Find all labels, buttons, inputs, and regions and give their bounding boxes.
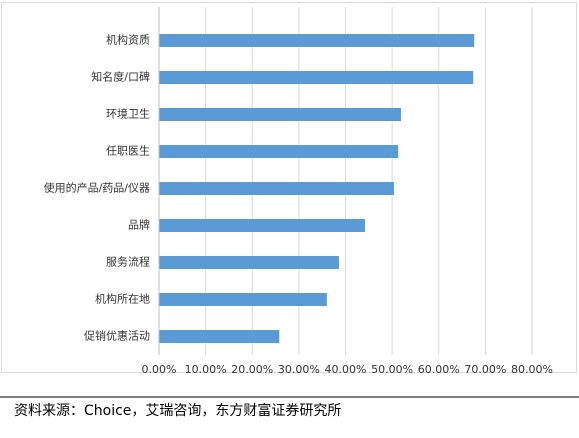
y-tick-label: 机构资质 bbox=[106, 33, 150, 47]
bar bbox=[159, 256, 339, 269]
y-tick-label: 任职医生 bbox=[106, 144, 150, 158]
bar bbox=[159, 330, 280, 343]
y-tick-label: 服务流程 bbox=[106, 255, 150, 269]
bar bbox=[159, 219, 366, 232]
x-tick-label: 40.00% bbox=[325, 363, 367, 376]
source-note: 资料来源：Choice，艾瑞咨询，东方财富证券研究所 bbox=[14, 402, 341, 419]
y-tick-label: 促销优惠活动 bbox=[84, 329, 150, 343]
bar bbox=[159, 145, 399, 158]
y-tick-label: 机构所在地 bbox=[95, 292, 150, 306]
y-tick-label: 环境卫生 bbox=[106, 107, 150, 121]
y-tick-label: 使用的产品/药品/仪器 bbox=[44, 181, 150, 195]
x-tick-label: 70.00% bbox=[464, 363, 506, 376]
bar bbox=[159, 182, 394, 195]
chart-frame bbox=[1, 2, 577, 373]
x-tick-label: 50.00% bbox=[371, 363, 413, 376]
x-tick-label: 10.00% bbox=[185, 363, 227, 376]
y-tick-label: 品牌 bbox=[128, 218, 150, 232]
x-tick-label: 60.00% bbox=[418, 363, 460, 376]
y-tick-label: 知名度/口碑 bbox=[91, 70, 150, 84]
bar bbox=[159, 293, 327, 306]
x-tick-label: 20.00% bbox=[231, 363, 273, 376]
bar bbox=[159, 71, 474, 84]
x-tick-label: 80.00% bbox=[511, 363, 553, 376]
bar bbox=[159, 34, 475, 47]
x-tick-label: 0.00% bbox=[142, 363, 177, 376]
x-tick-label: 30.00% bbox=[278, 363, 320, 376]
bar bbox=[159, 108, 401, 121]
